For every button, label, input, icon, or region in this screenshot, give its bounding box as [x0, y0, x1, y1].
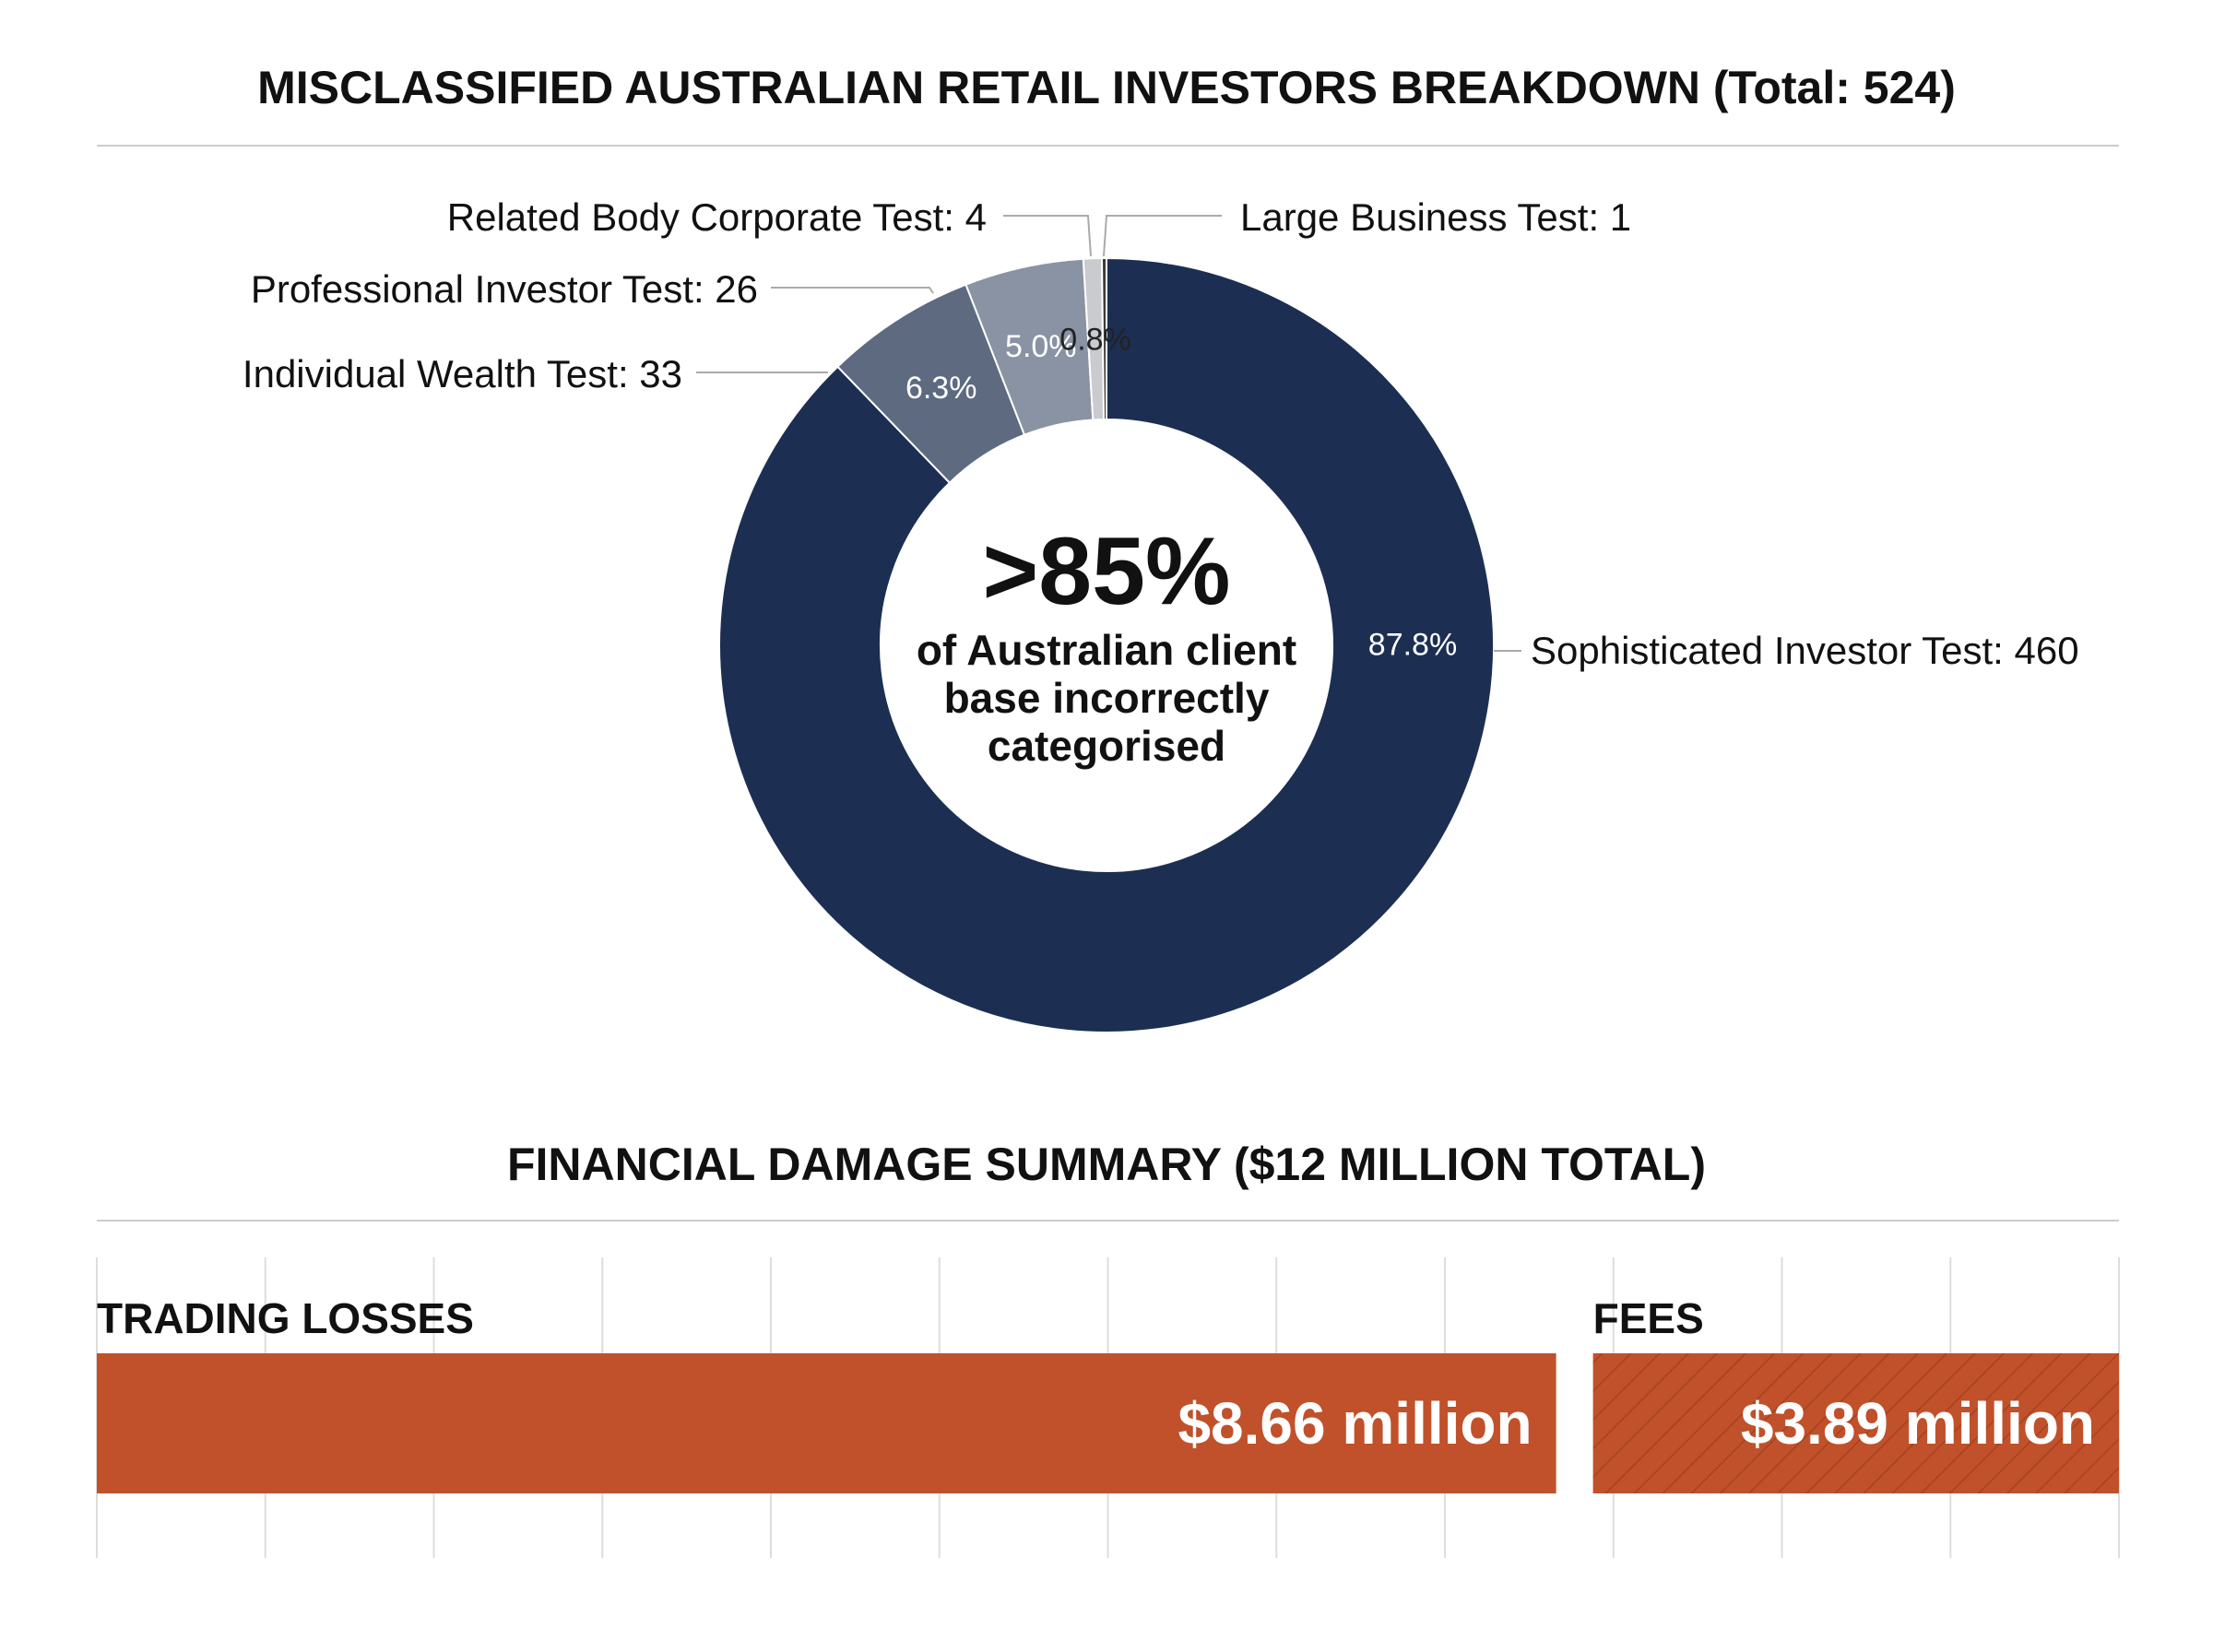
- center-line-1: of Australian client: [917, 626, 1296, 674]
- slice-callout-label: Professional Investor Test: 26: [251, 267, 758, 311]
- slice-percent-label: 5.0%: [1005, 329, 1077, 364]
- callout-leader-line: [1103, 215, 1222, 257]
- bar-chart: TRADING LOSSES $8.66 million FEES $3.89 mil…: [97, 1294, 2119, 1493]
- bar-title: FINANCIAL DAMAGE SUMMARY ($12 MILLION TO…: [507, 1139, 1706, 1190]
- bar-segment: [1592, 1353, 2119, 1493]
- slice-percent-label: 6.3%: [905, 371, 977, 406]
- bar-category-label: FEES: [1593, 1294, 1704, 1342]
- slice-percent-label: 0.8%: [1059, 323, 1131, 358]
- donut-title: MISCLASSIFIED AUSTRALIAN RETAIL INVESTOR…: [257, 62, 1956, 113]
- bar-value-label: $8.66 million: [1178, 1390, 1532, 1457]
- center-headline: >85%: [983, 518, 1231, 625]
- callout-leader-line: [1003, 215, 1092, 257]
- slice-callout-label: Individual Wealth Test: 33: [243, 352, 682, 395]
- slice-callout-label: Related Body Corporate Test: 4: [447, 195, 987, 239]
- bar-segment: [97, 1353, 1556, 1493]
- bar-value-label: $3.89 million: [1741, 1390, 2095, 1457]
- donut-slice: [718, 256, 1495, 1033]
- donut-slice: [1100, 256, 1107, 421]
- center-line-3: categorised: [988, 722, 1225, 770]
- slice-percent-label: 87.8%: [1368, 627, 1457, 662]
- callout-leader-line: [771, 287, 934, 294]
- slice-callout-label: Large Business Test: 1: [1240, 195, 1631, 239]
- bar-category-label: TRADING LOSSES: [97, 1294, 474, 1342]
- slice-callout-label: Sophisticated Investor Test: 460: [1531, 629, 2079, 672]
- donut-chart: 87.8% 6.3% 5.0%0.8% Sophisticated Investor …: [243, 195, 2079, 1033]
- center-line-2: base incorrectly: [944, 674, 1270, 722]
